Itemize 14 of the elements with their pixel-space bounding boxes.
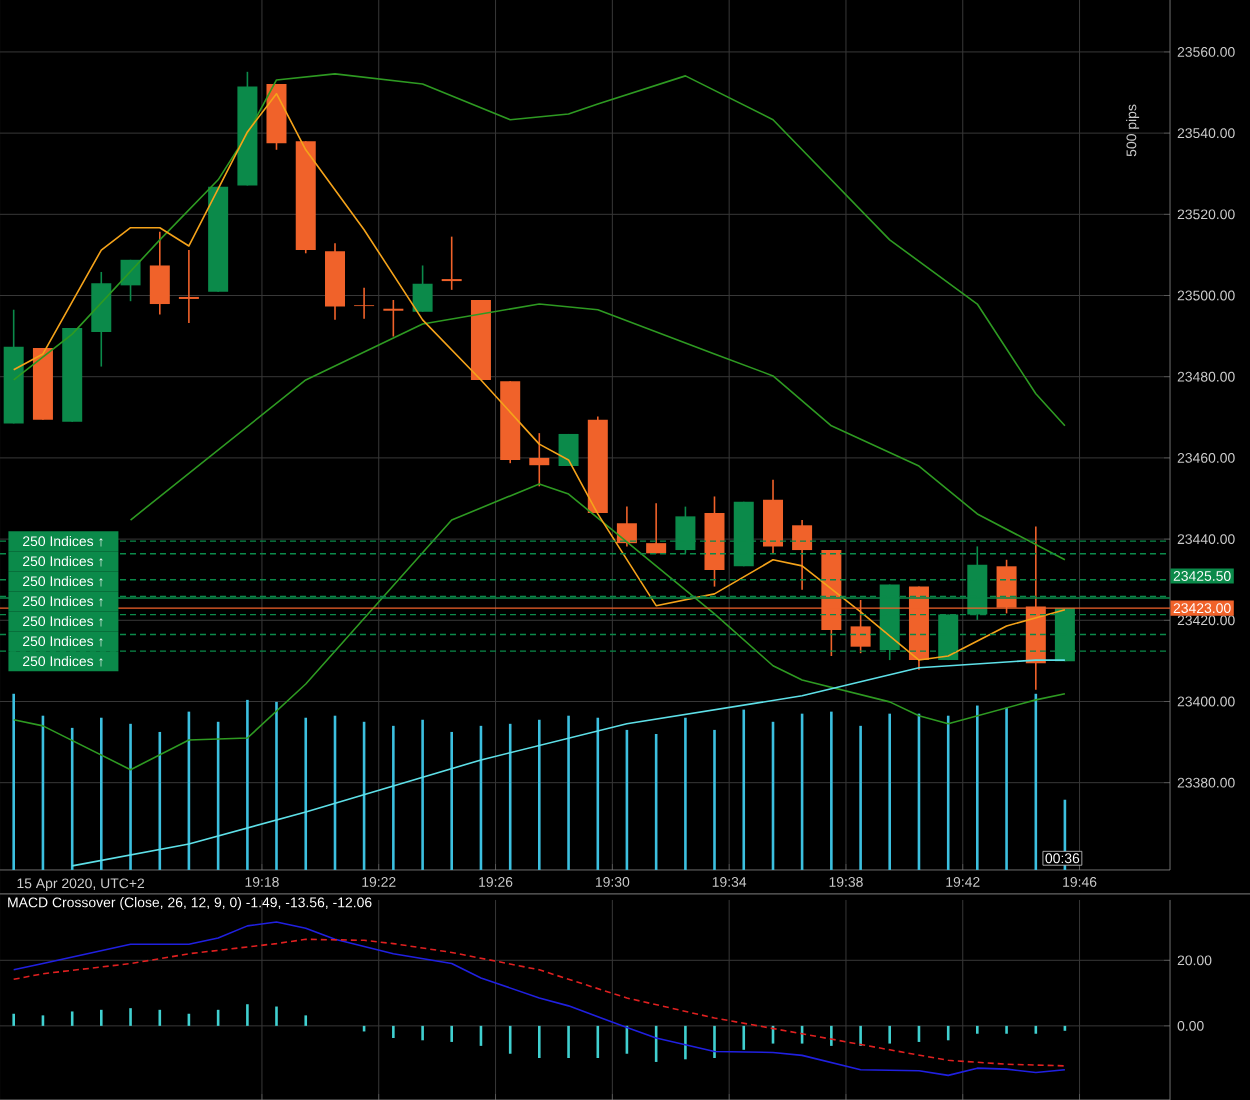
candlestick [149,230,170,316]
line-series [129,303,1066,561]
candlestick [440,235,463,291]
candlestick [646,502,667,555]
candlestick [177,249,200,324]
candlestick [354,287,375,320]
candlestick [792,519,813,591]
line-series [12,938,1066,1067]
candlestick [382,299,405,338]
candlestick [412,264,433,313]
candlestick [529,432,550,488]
candlestick [763,479,784,555]
line-series [12,483,1066,771]
line-series [12,921,1066,1077]
